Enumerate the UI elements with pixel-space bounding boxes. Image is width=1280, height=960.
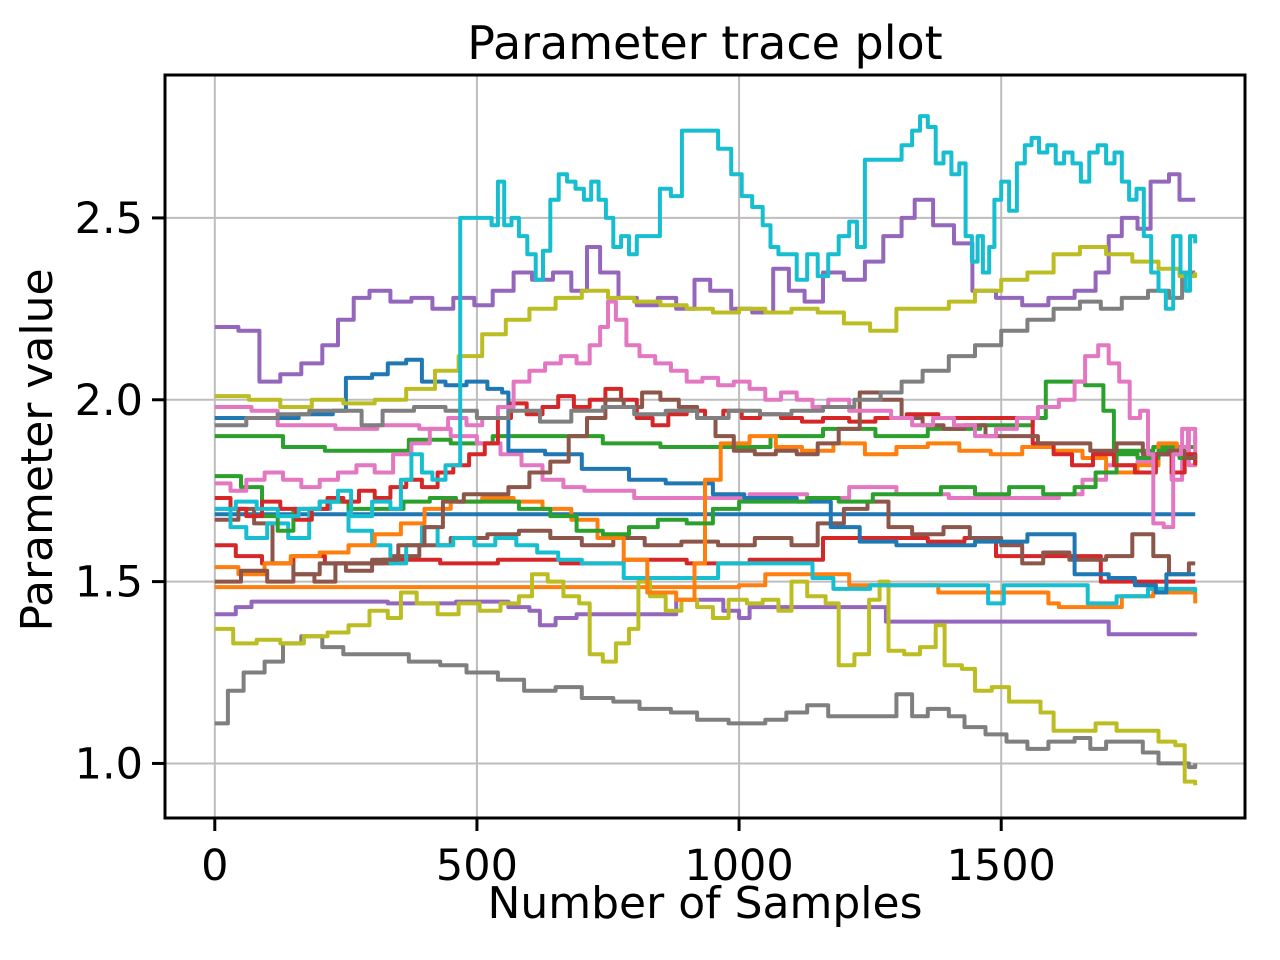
x-tick-label: 1500 [946,841,1055,891]
x-axis-label: Number of Samples [487,878,923,929]
trace-line-chain-15 [214,172,1196,384]
plot-border [163,73,1247,820]
trace-line-chain-11 [214,357,1196,595]
trace-line-chain-19 [214,245,1198,409]
y-tick-label: 2.5 [75,194,143,244]
trace-line-chain-9 [214,572,1198,786]
trace-line-chain-18 [214,270,1196,428]
y-tick-label: 1.0 [75,739,143,789]
chart-title: Parameter trace plot [467,16,943,70]
trace-line-chain-8 [214,634,1198,770]
y-axis-label: Parameter value [12,268,63,632]
x-tick-label: 500 [436,841,518,891]
x-tick-label: 1000 [684,841,793,891]
trace-line-chain-5 [214,597,1198,637]
trace-line-chain-3 [214,379,1196,453]
trace-line-chain-20 [214,114,1198,519]
y-tick-label: 2.0 [75,376,143,426]
x-tick-label: 0 [201,841,228,891]
y-tick-label: 1.5 [75,558,143,608]
